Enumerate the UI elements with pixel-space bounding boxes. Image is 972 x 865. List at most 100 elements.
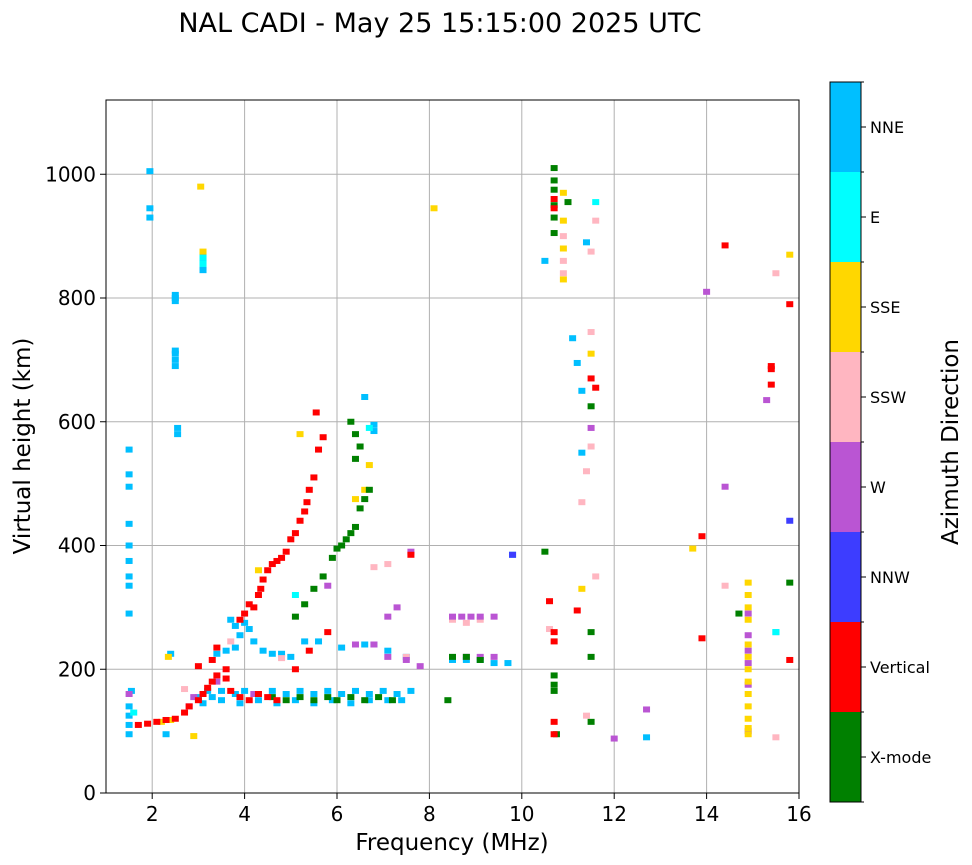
- data-point: [347, 418, 355, 425]
- colorbar-segment: [830, 352, 861, 442]
- data-point: [153, 718, 161, 725]
- data-point: [315, 446, 323, 453]
- data-point: [587, 424, 595, 431]
- data-point: [222, 666, 230, 673]
- data-point: [194, 663, 202, 670]
- data-point: [231, 691, 239, 697]
- data-point: [204, 687, 212, 694]
- data-point: [592, 199, 600, 206]
- data-point: [721, 483, 729, 490]
- data-point: [365, 691, 373, 697]
- data-point: [181, 709, 189, 716]
- data-point: [351, 687, 359, 694]
- data-point: [698, 533, 706, 540]
- data-point: [254, 567, 262, 574]
- data-point: [351, 431, 359, 438]
- data-points: [125, 165, 794, 742]
- data-point: [370, 421, 378, 428]
- colorbar-segment: [830, 262, 861, 352]
- data-point: [767, 366, 775, 373]
- series-vertical: [134, 196, 794, 738]
- data-point: [767, 381, 775, 388]
- data-point: [264, 694, 272, 701]
- data-point: [257, 585, 265, 592]
- data-point: [744, 678, 752, 685]
- series-ssw: [181, 217, 780, 741]
- data-point: [582, 468, 590, 475]
- data-point: [416, 663, 424, 670]
- data-point: [254, 691, 262, 697]
- data-point: [365, 697, 373, 704]
- data-point: [199, 700, 207, 707]
- data-point: [578, 585, 586, 592]
- data-point: [430, 205, 438, 212]
- data-point: [744, 641, 752, 648]
- colorbar-tick-label: NNW: [870, 568, 910, 587]
- data-point: [384, 561, 392, 568]
- data-point: [125, 542, 133, 549]
- y-axis-ticks: 0 200 400 600 800 1000: [45, 162, 106, 805]
- data-point: [721, 242, 729, 249]
- data-point: [490, 653, 498, 660]
- data-point: [407, 551, 415, 558]
- data-point: [303, 499, 311, 506]
- colorbar-segment: [830, 712, 861, 802]
- data-point: [550, 186, 558, 193]
- data-point: [509, 551, 517, 558]
- data-point: [592, 217, 600, 224]
- grid-lines: [106, 100, 800, 794]
- data-point: [370, 428, 378, 435]
- colorbar-segment: [830, 172, 861, 262]
- data-point: [127, 687, 135, 694]
- data-point: [125, 721, 133, 728]
- data-point: [361, 496, 369, 503]
- data-point: [582, 712, 590, 719]
- data-point: [467, 613, 475, 620]
- data-point: [550, 177, 558, 184]
- data-point: [157, 718, 165, 725]
- data-point: [744, 604, 752, 611]
- colorbar-tick-label: X-mode: [870, 748, 931, 767]
- data-point: [587, 329, 595, 336]
- data-point: [449, 653, 456, 660]
- data-point: [125, 471, 133, 478]
- data-point: [587, 350, 595, 357]
- data-point: [578, 499, 586, 506]
- data-point: [476, 613, 484, 620]
- data-point: [763, 397, 771, 404]
- data-point: [125, 573, 133, 580]
- data-point: [174, 431, 182, 438]
- data-point: [310, 700, 318, 707]
- data-point: [407, 687, 415, 694]
- data-point: [315, 638, 323, 645]
- data-point: [282, 691, 290, 697]
- data-point: [130, 709, 138, 716]
- data-point: [559, 245, 567, 252]
- data-point: [587, 443, 595, 450]
- data-point: [703, 288, 711, 295]
- data-point: [384, 647, 392, 654]
- data-point: [324, 582, 332, 589]
- colorbar-segment: [830, 442, 861, 532]
- y-tick-label: 1000: [45, 162, 96, 186]
- data-point: [402, 656, 410, 663]
- data-point: [587, 629, 595, 636]
- x-tick-label: 4: [238, 802, 251, 826]
- data-point: [171, 298, 179, 305]
- data-point: [250, 604, 258, 611]
- data-point: [167, 650, 175, 657]
- chart-title: NAL CADI - May 25 15:15:00 2025 UTC: [178, 8, 701, 39]
- colorbar-tick-label: E: [870, 208, 880, 227]
- data-point: [458, 613, 466, 620]
- data-point: [476, 653, 484, 660]
- data-point: [592, 384, 600, 391]
- data-point: [384, 653, 392, 660]
- data-point: [462, 653, 470, 660]
- data-point: [569, 335, 577, 342]
- data-point: [204, 684, 212, 691]
- data-point: [744, 653, 752, 660]
- data-point: [786, 517, 794, 524]
- data-point: [786, 301, 794, 308]
- data-point: [278, 655, 286, 662]
